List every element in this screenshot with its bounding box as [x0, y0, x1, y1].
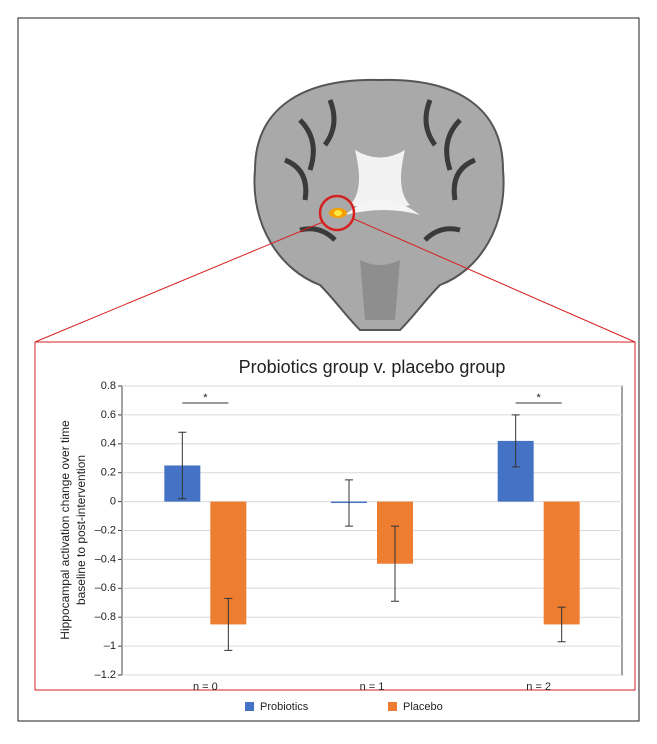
bar: [544, 502, 580, 625]
y-tick-label: –1.2: [95, 669, 116, 681]
chart-title: Probiotics group v. placebo group: [239, 357, 506, 377]
significance-marker: *: [203, 392, 208, 404]
legend-swatch: [245, 702, 254, 711]
y-tick-label: –1: [104, 640, 116, 652]
y-tick-label: –0.6: [95, 582, 116, 594]
x-tick-label: n = 1: [360, 681, 385, 693]
y-tick-label: –0.2: [95, 524, 116, 536]
y-axis-label: Hippocampal activation change over time: [58, 420, 72, 640]
x-tick-label: n = 0: [193, 681, 218, 693]
y-tick-label: 0.6: [101, 409, 116, 421]
significance-marker: *: [537, 392, 542, 404]
legend-label: Placebo: [403, 701, 443, 713]
legend-label: Probiotics: [260, 701, 309, 713]
y-tick-label: –0.4: [95, 553, 116, 565]
y-tick-label: 0: [110, 496, 116, 508]
y-tick-label: –0.8: [95, 611, 116, 623]
x-tick-label: n = 2: [526, 681, 551, 693]
y-tick-label: 0.4: [101, 438, 116, 450]
y-tick-label: 0.8: [101, 380, 116, 392]
y-axis-label: baseline to post-intervention: [74, 455, 88, 605]
legend-swatch: [388, 702, 397, 711]
figure: Probiotics group v. placebo group Hippoc…: [0, 0, 657, 739]
y-tick-label: 0.2: [101, 467, 116, 479]
